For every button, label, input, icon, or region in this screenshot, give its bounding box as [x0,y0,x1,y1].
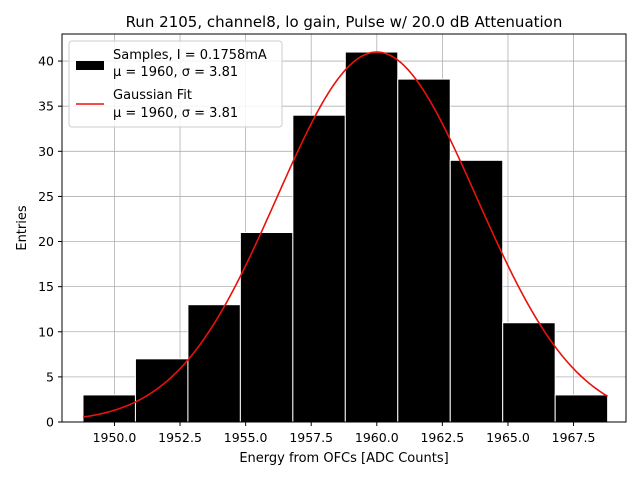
legend-fit-label: Gaussian Fit [113,88,192,103]
x-tick-label: 1955.0 [224,430,268,445]
legend-histogram-label: Samples, I = 0.1758mA [113,48,267,63]
histogram-bar [397,78,451,423]
x-tick-label: 1957.5 [289,430,333,445]
x-tick-label: 1967.5 [552,430,596,445]
chart-title: Run 2105, channel8, lo gain, Pulse w/ 20… [126,13,563,31]
x-tick-label: 1965.0 [486,430,530,445]
y-tick-label: 10 [38,324,54,339]
gaussian-fit-curve [82,51,609,418]
y-tick-label: 25 [38,189,54,204]
legend-fit-stats: μ = 1960, σ = 3.81 [113,106,238,121]
histogram-bar [292,114,346,423]
y-tick-label: 35 [38,99,54,114]
y-tick-label: 0 [46,415,54,430]
histogram-bars [82,51,609,423]
y-tick-label: 15 [38,279,54,294]
y-tick-label: 40 [38,54,54,69]
y-tick-label: 5 [46,369,54,384]
x-tick-label: 1960.0 [355,430,399,445]
x-axis-ticks: 1950.0 1952.5 1955.0 1957.5 1960.0 1962.5 1965… [93,422,596,445]
histogram-bar [554,394,609,423]
y-axis-label: Entries [15,205,30,251]
x-tick-label: 1952.5 [158,430,202,445]
histogram-bar [449,159,504,423]
y-tick-label: 20 [38,234,54,249]
x-axis-label: Energy from OFCs [ADC Counts] [239,451,448,466]
legend: Samples, I = 0.1758mA μ = 1960, σ = 3.81… [68,40,283,128]
histogram-bar [344,51,399,423]
histogram-bar [502,322,556,423]
legend-histogram-stats: μ = 1960, σ = 3.81 [113,65,238,80]
legend-histogram-swatch [76,61,104,70]
plot-area-frame [61,33,627,423]
legend-box [68,40,283,128]
gaussian-fit-layer [82,51,609,418]
x-tick-label: 1950.0 [93,430,137,445]
x-tick-label: 1962.5 [420,430,464,445]
y-axis-ticks: 0 5 10 15 20 25 30 35 40 [38,54,62,430]
histogram-bar [82,394,136,423]
y-tick-label: 30 [38,144,54,159]
